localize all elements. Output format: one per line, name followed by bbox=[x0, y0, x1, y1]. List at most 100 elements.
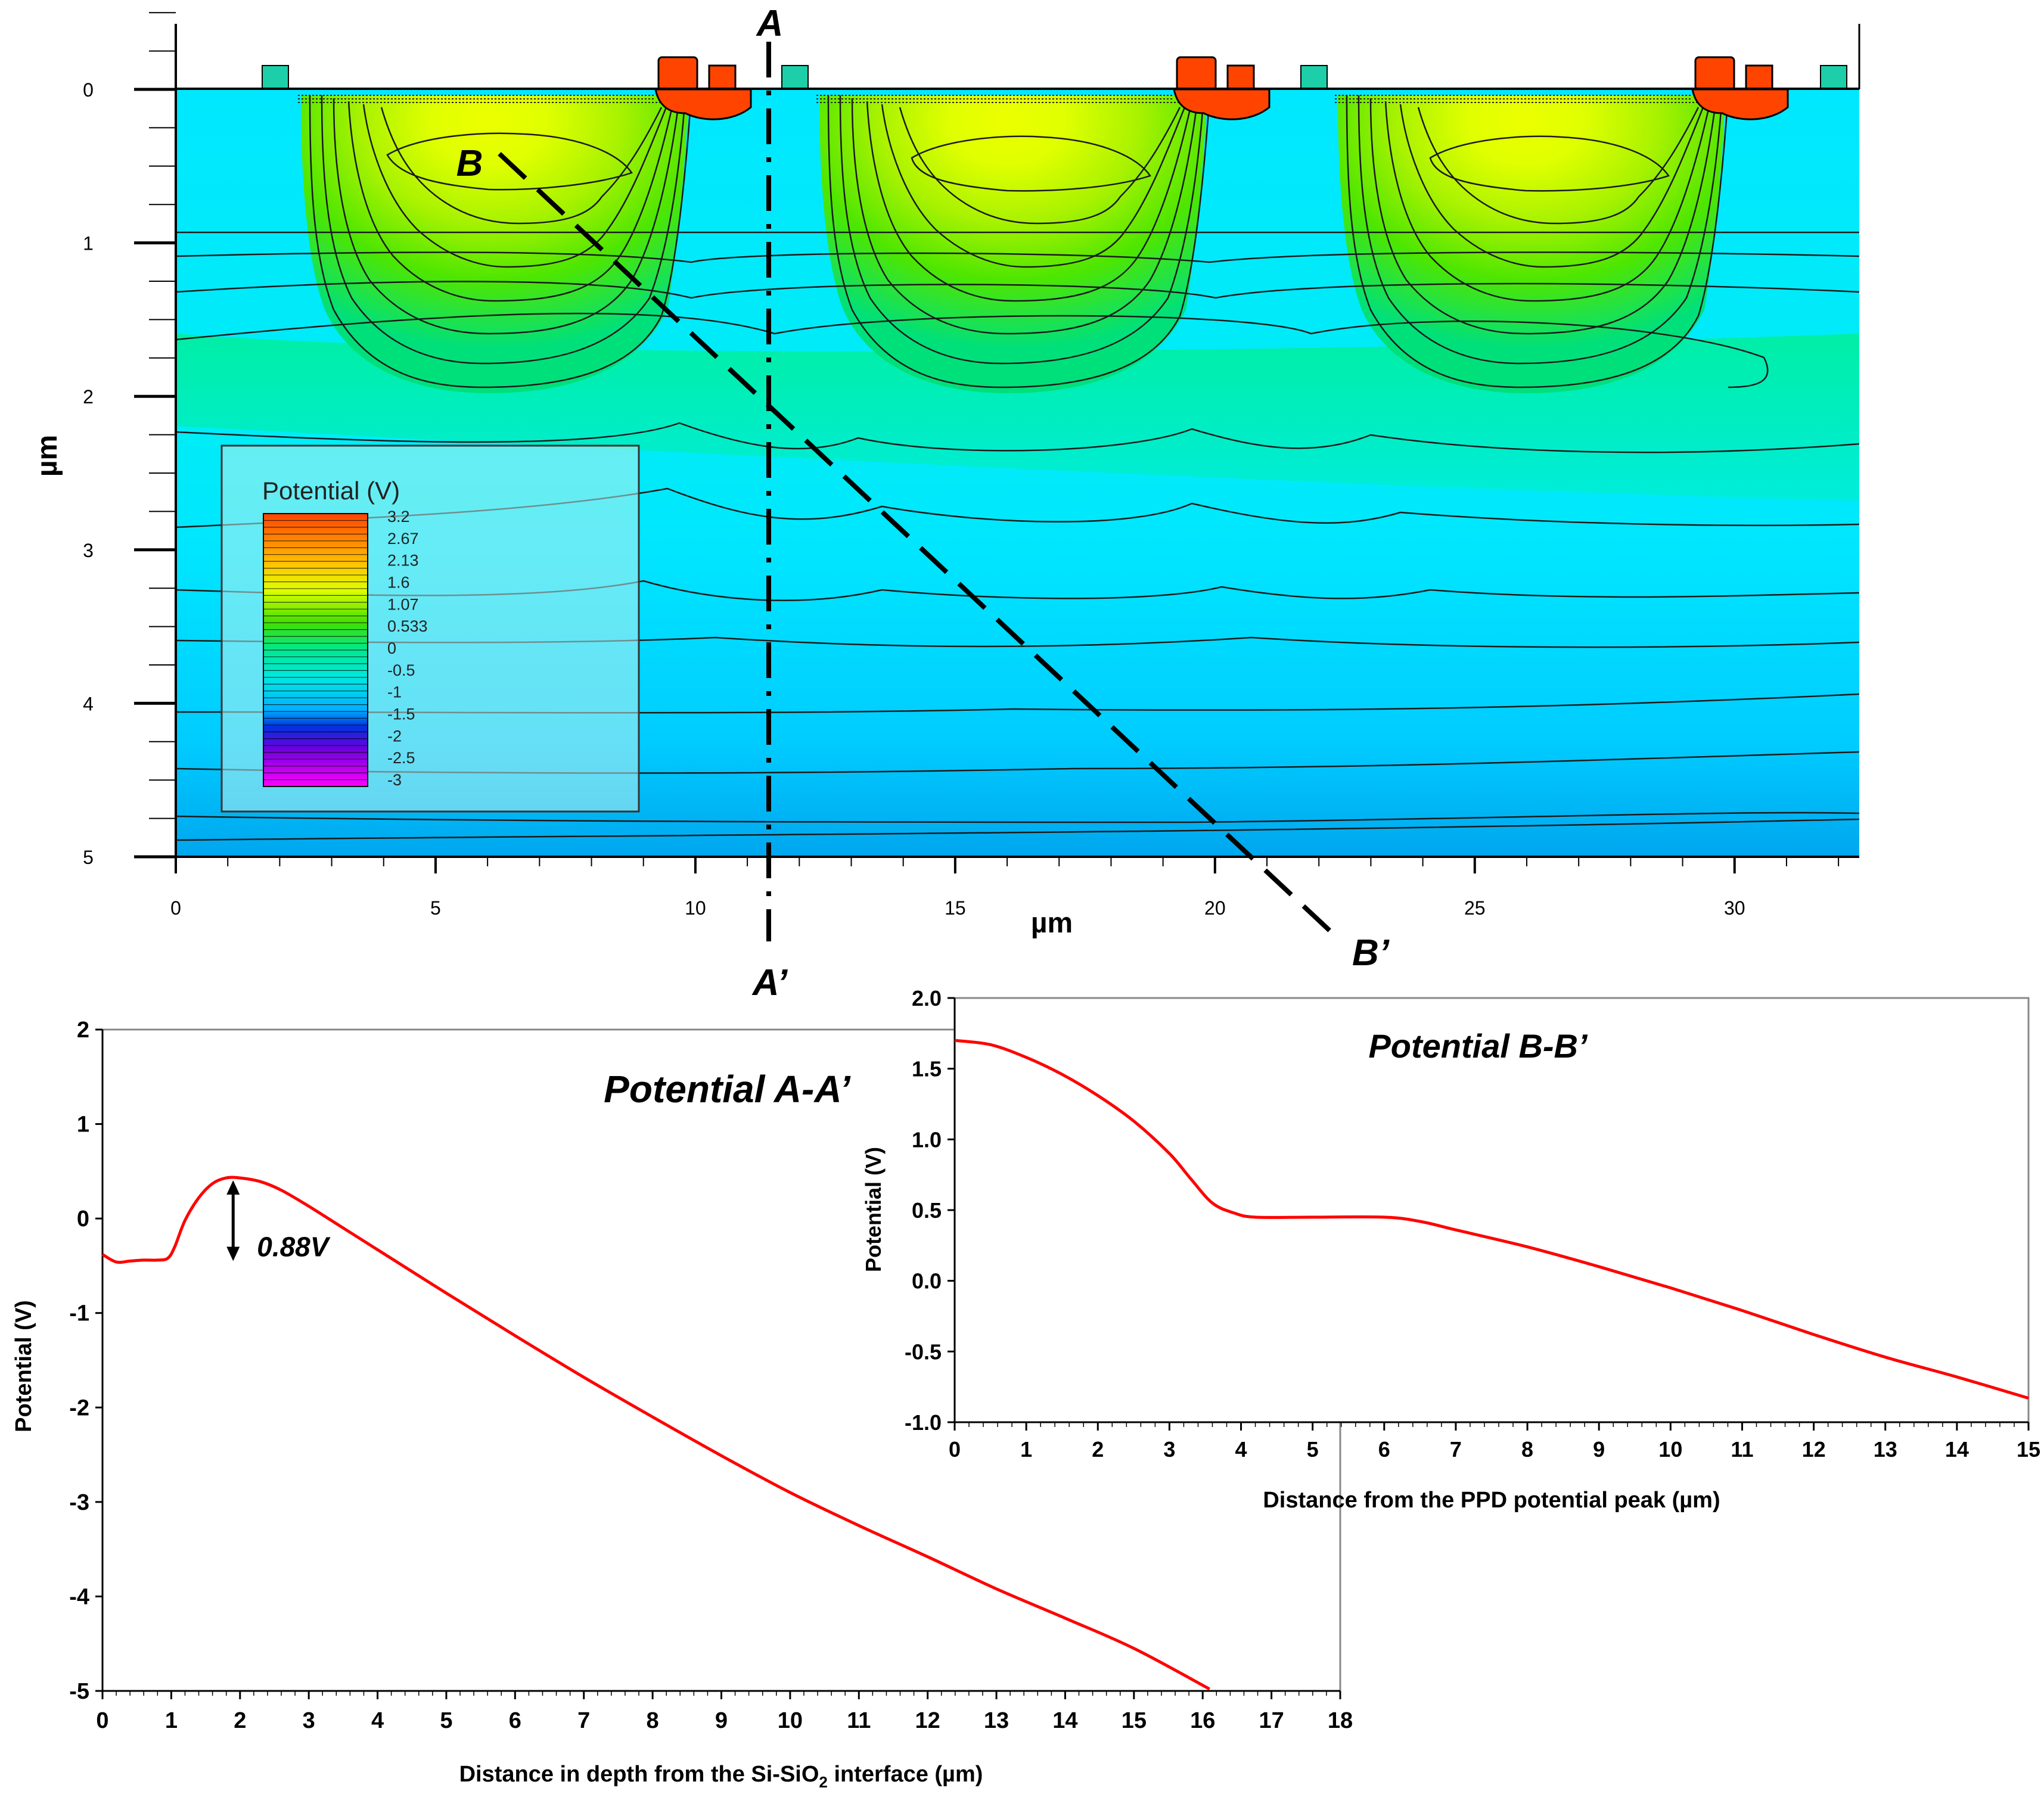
map-y-label: µm bbox=[32, 435, 63, 477]
x-tick-label: 11 bbox=[847, 1708, 871, 1733]
map-x-tick-label: 25 bbox=[1464, 897, 1486, 919]
chart-A-series-line bbox=[101, 1176, 1210, 1691]
x-tick-label: 18 bbox=[1328, 1708, 1353, 1733]
x-tick-label: 9 bbox=[715, 1708, 728, 1733]
x-tick-label: 12 bbox=[1802, 1437, 1826, 1462]
x-tick-label: 3 bbox=[303, 1708, 315, 1733]
well-3 bbox=[1338, 95, 1725, 393]
y-tick-label: 1 bbox=[77, 1112, 89, 1137]
x-tick-label: 13 bbox=[1874, 1437, 1897, 1462]
y-tick-label: 1.0 bbox=[912, 1127, 942, 1152]
x-tick-label: 4 bbox=[1235, 1437, 1247, 1462]
chart-B-y-tick-labels: 2.0 1.5 1.0 0.5 0.0 -0.5 -1.0 bbox=[905, 986, 942, 1435]
x-tick-label: 3 bbox=[1163, 1437, 1175, 1462]
y-tick-label: 2 bbox=[77, 1018, 89, 1043]
x-tick-label: 16 bbox=[1190, 1708, 1215, 1733]
chart-A-x-tick-labels: 0 1 2 3 4 5 6 7 8 9 10 11 12 13 14 15 16 17 18 bbox=[96, 1708, 1353, 1733]
chart-A-ticks bbox=[95, 1028, 1341, 1699]
legend-label: 1.6 bbox=[387, 574, 410, 592]
cut-A: A A’ bbox=[751, 3, 788, 1003]
chart-B-series-line bbox=[954, 1039, 2029, 1400]
x-tick-label: 11 bbox=[1731, 1437, 1753, 1462]
y-tick-label: -5 bbox=[69, 1679, 89, 1704]
chart-A-x-label-main: Distance in depth from the Si-SiO bbox=[459, 1762, 819, 1787]
well-1 bbox=[301, 95, 688, 393]
legend-title: Potential (V) bbox=[262, 477, 400, 505]
chart-B-x-tick-labels: 0 1 2 3 4 5 6 7 8 9 10 11 12 13 14 15 bbox=[949, 1437, 2040, 1462]
map-y-tick-label: 2 bbox=[83, 386, 94, 408]
legend-bands bbox=[263, 520, 368, 781]
x-tick-label: 8 bbox=[647, 1708, 659, 1733]
map-x-label: µm bbox=[1031, 907, 1073, 939]
y-tick-label: 0.0 bbox=[912, 1269, 942, 1294]
cut-B-label: B bbox=[456, 143, 483, 184]
chart-B-title: Potential B-B’ bbox=[1368, 1027, 1588, 1065]
map-x-tick-label: 20 bbox=[1204, 897, 1226, 919]
y-tick-label: 2.0 bbox=[912, 986, 942, 1011]
chart-A-x-label-tail: interface (µm) bbox=[828, 1762, 983, 1787]
map-x-tick-label: 10 bbox=[685, 897, 706, 919]
annotation-arrowhead-top bbox=[226, 1180, 240, 1195]
chart-A-title: Potential A-A’ bbox=[604, 1068, 851, 1111]
legend-label: -0.5 bbox=[387, 661, 415, 679]
legend-label: 2.67 bbox=[387, 530, 419, 548]
chart-A-y-label: Potential (V) bbox=[11, 1300, 36, 1432]
legend-label: 3.2 bbox=[387, 508, 410, 526]
legend-label: 1.07 bbox=[387, 595, 419, 613]
chart-B-x-label: Distance from the PPD potential peak (µm… bbox=[1263, 1488, 1720, 1513]
map-x-tick-label: 5 bbox=[430, 897, 441, 919]
sti-blocks bbox=[262, 65, 1847, 90]
chart-B-y-label: Potential (V) bbox=[861, 1147, 886, 1272]
y-tick-label: -1 bbox=[69, 1301, 89, 1326]
x-tick-label: 13 bbox=[984, 1708, 1009, 1733]
x-tick-label: 2 bbox=[1092, 1437, 1104, 1462]
y-tick-label: 0 bbox=[77, 1207, 89, 1232]
legend-label: -3 bbox=[387, 771, 402, 789]
legend-label: -1 bbox=[387, 683, 402, 701]
x-tick-label: 5 bbox=[1307, 1437, 1319, 1462]
x-tick-label: 10 bbox=[778, 1708, 803, 1733]
surface-contours bbox=[298, 95, 1698, 103]
y-tick-label: 0.5 bbox=[912, 1198, 942, 1223]
cut-B-end-label: B’ bbox=[1352, 932, 1390, 974]
chart-B-frame bbox=[953, 997, 2030, 1423]
map-x-ticks: 0 5 10 15 20 25 30 bbox=[170, 857, 1840, 919]
chart-B: 0 1 2 3 4 5 6 7 8 9 10 11 12 13 14 15 2.01.51.00.50.0-0… bbox=[861, 986, 2040, 1513]
y-tick-label: -4 bbox=[69, 1584, 89, 1609]
x-tick-label: 2 bbox=[234, 1708, 246, 1733]
x-tick-label: 7 bbox=[577, 1708, 590, 1733]
legend-label: -2 bbox=[387, 727, 402, 745]
y-tick-label: 1.5 bbox=[912, 1057, 942, 1081]
x-tick-label: 17 bbox=[1259, 1708, 1284, 1733]
legend-labels: 3.2 2.67 2.13 1.6 1.07 0.533 0 -0.5 -1 -1.5 -2 -2.5… bbox=[387, 508, 428, 789]
chart-A-x-label-sub: 2 bbox=[819, 1773, 827, 1791]
x-tick-label: 1 bbox=[165, 1708, 178, 1733]
map-x-tick-label: 0 bbox=[170, 897, 181, 919]
chart-A-x-label: Distance in depth from the Si-SiO2 inter… bbox=[459, 1762, 983, 1791]
map-y-ticks: 0 1 2 3 4 5 bbox=[83, 12, 176, 868]
chart-A-annotation: 0.88V bbox=[226, 1180, 331, 1263]
y-tick-label: -2 bbox=[69, 1395, 89, 1420]
y-tick-label: -1.0 bbox=[905, 1410, 942, 1435]
potential-map: 0 1 2 3 4 5 0 5 10 15 20 25 30 µm µm Potential (V) … bbox=[32, 3, 1860, 1003]
x-tick-label: 4 bbox=[371, 1708, 384, 1733]
x-tick-label: 15 bbox=[1122, 1708, 1147, 1733]
chart-B-ticks bbox=[948, 997, 2030, 1431]
legend-label: 2.13 bbox=[387, 552, 419, 570]
x-tick-label: 10 bbox=[1658, 1437, 1682, 1462]
map-y-tick-label: 3 bbox=[83, 540, 94, 561]
legend-label: 0 bbox=[387, 639, 396, 657]
x-tick-label: 15 bbox=[2017, 1437, 2040, 1462]
well-2 bbox=[819, 95, 1207, 393]
map-y-tick-label: 1 bbox=[83, 233, 94, 254]
cut-B: B B’ bbox=[456, 143, 1390, 974]
map-y-tick-label: 5 bbox=[83, 847, 94, 868]
x-tick-label: 0 bbox=[96, 1708, 108, 1733]
x-tick-label: 5 bbox=[440, 1708, 452, 1733]
annotation-arrowhead-bottom bbox=[226, 1246, 240, 1261]
y-tick-label: -3 bbox=[69, 1490, 89, 1515]
cut-A-label: A bbox=[756, 3, 784, 44]
map-x-tick-label: 15 bbox=[945, 897, 966, 919]
legend: Potential (V) 3.2 2.67 2.13 1.6 1.07 0.533 0 -0… bbox=[220, 444, 640, 813]
